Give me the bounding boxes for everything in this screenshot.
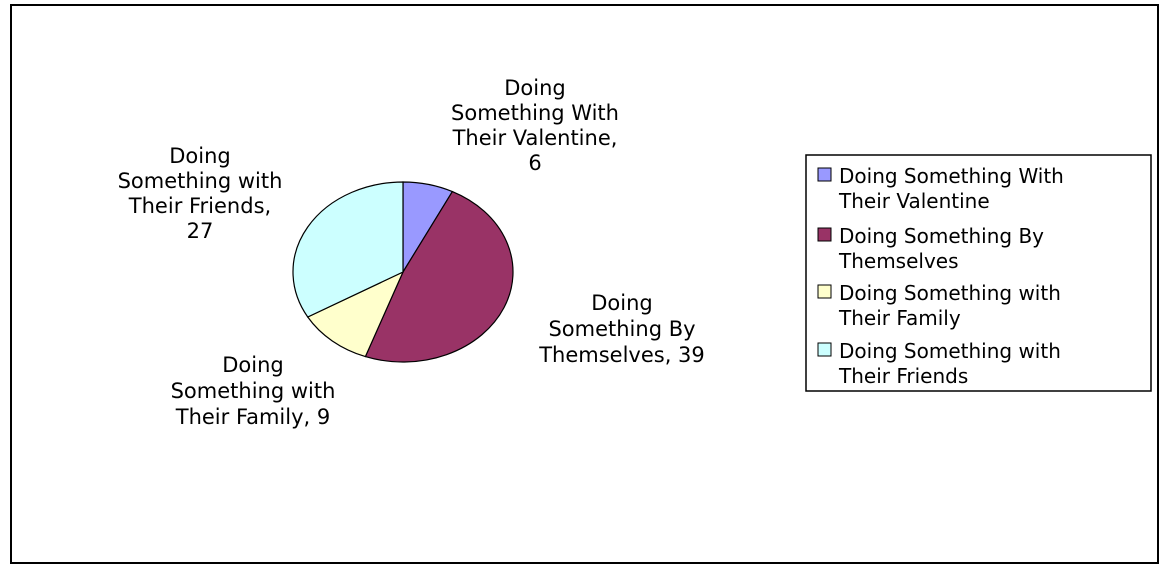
pie-slices [292,181,514,363]
slice-label-doing-something-with-their-family: Doing Something with Their Family, 9 [171,353,336,429]
slice-label-line: Something with [118,169,283,193]
slice-label-doing-something-by-themselves: Doing Something By Themselves, 39 [538,291,705,367]
legend-swatch-doing-something-by-themselves [817,227,832,242]
slice-label-line: 27 [187,219,214,243]
legend-label-line: Their Friends [838,364,968,388]
pie-slice-doing-something-by-themselves [364,190,514,363]
slice-label-line: Something with [171,379,336,403]
pie-slice-doing-something-with-their-family [306,270,405,358]
legend-label-doing-something-with-their-friends: Doing Something with Their Friends [838,339,1061,388]
slice-label-line: Their Valentine, [452,126,618,150]
legend-swatch-doing-something-with-their-valentine [817,167,832,182]
slice-label-doing-something-with-their-friends: Doing Something with Their Friends, 27 [118,144,283,243]
slice-label-line: Themselves, 39 [538,343,705,367]
legend: Doing Something With Their ValentineDoing… [805,154,1152,392]
slice-label-line: Their Friends, [128,194,271,218]
legend-label-doing-something-with-their-family: Doing Something with Their Family [838,281,1061,330]
legend-label-line: Their Family [838,306,961,330]
legend-label-line: Their Valentine [838,189,990,213]
pie-chart: Doing Something With Their Valentine, 6Doin… [118,76,1152,429]
slice-label-line: Something By [548,317,695,341]
slice-label-line: Doing [169,144,231,168]
slice-label-line: Doing [504,76,566,100]
legend-label-line: Themselves [838,249,959,273]
legend-swatch-doing-something-with-their-friends [817,342,832,357]
slice-label-line: Doing [222,353,284,377]
legend-box [805,154,1152,392]
legend-label-doing-something-with-their-valentine: Doing Something With Their Valentine [838,164,1064,213]
legend-swatch-doing-something-with-their-family [817,284,832,299]
legend-label-line: Doing Something By [839,224,1044,248]
slice-labels: Doing Something With Their Valentine, 6Doin… [118,76,705,429]
slice-label-doing-something-with-their-valentine: Doing Something With Their Valentine, 6 [451,76,619,175]
slice-label-line: Something With [451,101,619,125]
legend-label-line: Doing Something with [839,281,1061,305]
pie-slice-doing-something-with-their-friends [292,181,404,318]
legend-label-doing-something-by-themselves: Doing Something By Themselves [838,224,1044,273]
legend-label-line: Doing Something With [839,164,1064,188]
slice-label-line: Their Family, 9 [175,405,331,429]
legend-label-line: Doing Something with [839,339,1061,363]
slice-label-line: Doing [591,291,653,315]
slice-label-line: 6 [528,151,541,175]
